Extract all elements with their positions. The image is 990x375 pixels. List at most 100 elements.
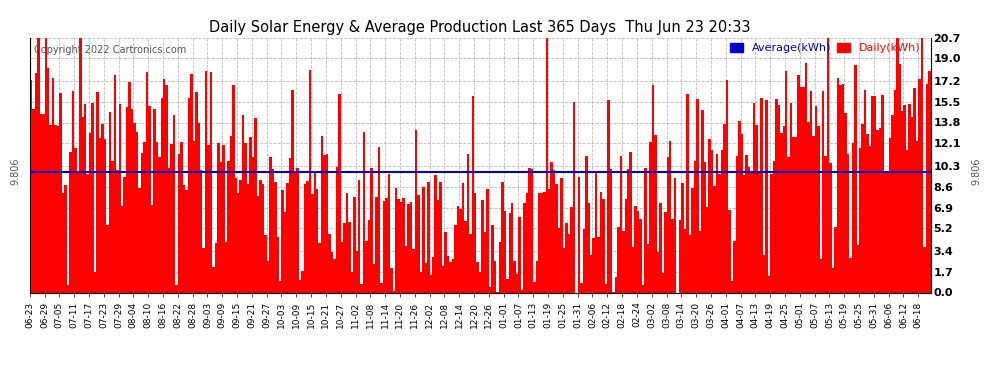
- Bar: [511, 203, 514, 292]
- Bar: [464, 221, 466, 292]
- Bar: [610, 170, 612, 292]
- Bar: [86, 174, 89, 292]
- Bar: [274, 182, 276, 292]
- Bar: [324, 155, 326, 292]
- Bar: [319, 243, 321, 292]
- Bar: [400, 202, 402, 292]
- Bar: [534, 282, 536, 292]
- Bar: [251, 157, 254, 292]
- Bar: [810, 90, 812, 292]
- Bar: [830, 163, 832, 292]
- Bar: [748, 167, 750, 292]
- Bar: [119, 104, 121, 292]
- Bar: [309, 70, 311, 292]
- Bar: [217, 143, 220, 292]
- Bar: [360, 284, 363, 292]
- Bar: [466, 154, 469, 292]
- Bar: [691, 188, 694, 292]
- Bar: [155, 142, 158, 292]
- Bar: [555, 184, 558, 292]
- Bar: [859, 148, 861, 292]
- Bar: [666, 157, 669, 292]
- Bar: [550, 162, 553, 292]
- Bar: [674, 177, 676, 292]
- Bar: [461, 183, 464, 292]
- Bar: [402, 198, 405, 292]
- Bar: [491, 225, 494, 292]
- Bar: [129, 82, 131, 292]
- Bar: [864, 90, 866, 292]
- Bar: [193, 141, 195, 292]
- Bar: [81, 117, 84, 292]
- Bar: [264, 234, 266, 292]
- Bar: [178, 154, 180, 292]
- Bar: [215, 243, 217, 292]
- Bar: [531, 170, 534, 292]
- Bar: [188, 98, 190, 292]
- Bar: [165, 84, 168, 292]
- Bar: [346, 194, 348, 292]
- Bar: [306, 181, 309, 292]
- Bar: [686, 94, 689, 292]
- Bar: [230, 136, 232, 292]
- Bar: [111, 161, 114, 292]
- Bar: [755, 125, 757, 292]
- Bar: [724, 123, 726, 292]
- Bar: [911, 117, 914, 292]
- Bar: [104, 138, 106, 292]
- Bar: [336, 167, 339, 292]
- Bar: [479, 272, 481, 292]
- Bar: [842, 84, 844, 292]
- Bar: [474, 193, 476, 292]
- Bar: [792, 137, 795, 292]
- Bar: [815, 106, 817, 292]
- Bar: [701, 110, 704, 292]
- Bar: [415, 130, 417, 292]
- Bar: [607, 100, 610, 292]
- Bar: [899, 64, 901, 292]
- Bar: [659, 203, 661, 292]
- Bar: [800, 87, 802, 292]
- Bar: [254, 117, 256, 292]
- Bar: [378, 147, 380, 292]
- Bar: [592, 237, 595, 292]
- Bar: [185, 190, 188, 292]
- Bar: [210, 72, 212, 292]
- Bar: [762, 255, 765, 292]
- Bar: [380, 283, 383, 292]
- Bar: [706, 207, 709, 292]
- Bar: [620, 156, 622, 292]
- Bar: [714, 186, 716, 292]
- Bar: [548, 189, 550, 292]
- Bar: [924, 247, 926, 292]
- Bar: [580, 283, 582, 292]
- Bar: [350, 272, 353, 292]
- Bar: [150, 205, 153, 292]
- Bar: [637, 211, 640, 292]
- Bar: [291, 90, 294, 292]
- Bar: [37, 38, 40, 292]
- Bar: [420, 272, 422, 292]
- Bar: [232, 85, 235, 292]
- Bar: [153, 109, 155, 292]
- Bar: [521, 290, 524, 292]
- Bar: [365, 241, 368, 292]
- Bar: [741, 134, 743, 292]
- Bar: [94, 272, 96, 292]
- Bar: [757, 172, 760, 292]
- Bar: [869, 146, 871, 292]
- Bar: [471, 96, 474, 292]
- Bar: [417, 195, 420, 292]
- Bar: [363, 132, 365, 292]
- Bar: [266, 261, 269, 292]
- Bar: [301, 271, 304, 292]
- Bar: [760, 98, 762, 292]
- Bar: [74, 148, 76, 292]
- Bar: [451, 259, 454, 292]
- Bar: [679, 220, 681, 292]
- Bar: [777, 105, 780, 292]
- Bar: [577, 177, 580, 292]
- Bar: [726, 80, 729, 292]
- Bar: [536, 261, 539, 292]
- Bar: [47, 68, 50, 292]
